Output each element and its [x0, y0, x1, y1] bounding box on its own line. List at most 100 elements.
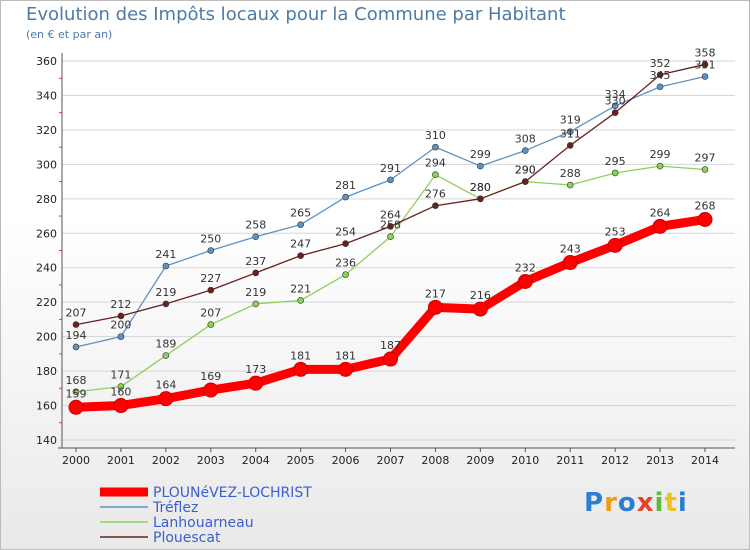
data-label: 164	[155, 379, 176, 392]
y-tick-label: 340	[36, 89, 57, 102]
data-point	[697, 211, 713, 227]
logo-letter: i	[654, 488, 665, 518]
data-label: 236	[335, 257, 356, 270]
data-label: 216	[470, 289, 491, 302]
data-label: 281	[335, 179, 356, 192]
series-lines	[68, 61, 713, 415]
data-label: 207	[66, 307, 87, 320]
x-tick-label: 2014	[691, 454, 719, 467]
data-label: 308	[515, 133, 536, 146]
data-point	[162, 352, 170, 359]
x-tick-label: 2006	[332, 454, 360, 467]
data-label: 168	[66, 374, 87, 387]
data-point	[162, 262, 170, 270]
data-label: 221	[290, 282, 311, 295]
data-point	[207, 286, 215, 294]
data-point	[72, 343, 80, 351]
x-tick-label: 2009	[466, 454, 494, 467]
data-point	[611, 102, 619, 110]
data-label: 253	[605, 225, 626, 238]
y-tick-label: 360	[36, 55, 57, 68]
data-label: 265	[290, 207, 311, 220]
data-label: 352	[650, 57, 671, 70]
data-label: 217	[425, 287, 446, 300]
data-label: 299	[650, 148, 671, 161]
data-point	[117, 383, 125, 390]
data-label: 194	[66, 329, 87, 342]
logo-letter: t	[664, 488, 678, 518]
data-point	[203, 382, 219, 398]
data-point	[652, 218, 668, 234]
data-point	[252, 269, 260, 277]
data-label: 330	[605, 95, 626, 108]
data-label: 200	[110, 319, 131, 332]
data-label: 310	[425, 129, 446, 142]
data-label: 358	[695, 46, 716, 59]
data-label: 219	[245, 286, 266, 299]
data-label: 311	[560, 127, 581, 140]
data-point	[383, 351, 398, 367]
data-point	[297, 252, 304, 259]
legend-label: Lanhouarneau	[153, 515, 254, 531]
x-tick-label: 2012	[601, 454, 629, 467]
data-point	[252, 300, 260, 308]
data-point	[342, 240, 349, 247]
data-point	[117, 333, 125, 340]
data-label: 207	[200, 307, 221, 320]
x-tick-label: 2010	[511, 454, 539, 467]
data-point	[611, 169, 619, 177]
data-point	[207, 321, 215, 328]
data-point	[432, 202, 439, 210]
data-label: 254	[335, 226, 356, 239]
grid-lines	[62, 60, 735, 441]
data-point	[611, 109, 619, 116]
data-point	[656, 162, 664, 170]
data-point	[68, 399, 84, 415]
data-point	[248, 375, 264, 391]
x-tick-label: 2013	[646, 454, 674, 467]
x-tick-label: 2008	[421, 454, 449, 467]
data-label: 219	[155, 286, 176, 299]
data-label: 290	[515, 164, 536, 177]
x-tick-label: 2004	[242, 454, 270, 467]
data-label: 297	[695, 152, 716, 165]
data-point	[338, 361, 354, 377]
data-point	[342, 271, 349, 278]
data-labels: 1942002412502582652812913102993083193343…	[66, 46, 716, 400]
data-point	[566, 128, 574, 135]
x-tick-label: 2000	[62, 454, 90, 467]
data-point	[207, 247, 215, 254]
y-tick-label: 200	[36, 331, 57, 344]
legend-label: PLOUNéVEZ-LOCHRIST	[153, 485, 312, 501]
data-point	[701, 73, 709, 80]
data-label: 187	[380, 339, 401, 352]
y-tick-label: 140	[36, 434, 57, 447]
data-point	[72, 388, 80, 396]
data-point	[293, 361, 309, 377]
data-point	[387, 223, 394, 230]
data-point	[432, 171, 439, 178]
y-tick-label: 180	[36, 365, 57, 378]
x-tick-label: 2003	[197, 454, 225, 467]
data-label: 232	[515, 262, 536, 275]
logo-letter: x	[636, 488, 655, 518]
y-tick-label: 260	[36, 227, 57, 240]
data-label: 299	[470, 148, 491, 161]
data-label: 264	[380, 208, 401, 221]
data-label: 212	[110, 298, 131, 311]
y-tick-label: 320	[36, 124, 57, 137]
x-tick-label: 2005	[287, 454, 315, 467]
data-label: 258	[380, 219, 401, 232]
data-point	[113, 398, 129, 414]
data-label: 345	[650, 69, 671, 82]
data-label: 258	[245, 219, 266, 232]
data-label: 334	[605, 88, 626, 101]
data-label: 280	[470, 181, 491, 194]
y-tick-label: 300	[36, 158, 57, 171]
proxiti-logo: Proxiti	[584, 488, 688, 518]
chart-title: Evolution des Impôts locaux pour la Comm…	[26, 4, 566, 25]
data-label: 181	[335, 349, 356, 362]
data-point	[158, 391, 174, 407]
